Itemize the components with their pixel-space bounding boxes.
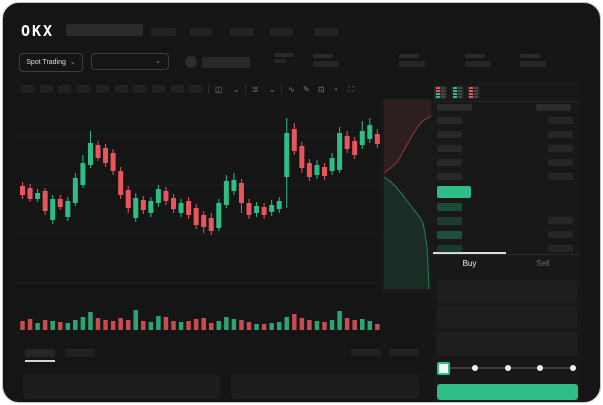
ask-amount-bar — [548, 117, 573, 124]
ask-row[interactable] — [433, 131, 580, 139]
candlestick-chart[interactable] — [15, 108, 381, 338]
timeframe-button[interactable] — [39, 85, 53, 93]
last-price-highlight[interactable] — [437, 186, 471, 198]
ask-amount-bar — [548, 131, 573, 138]
timeframe-button[interactable] — [58, 85, 72, 93]
market-type-label: Spot Trading — [26, 59, 66, 66]
amount-slider-handle[interactable] — [437, 362, 450, 375]
timeframe-button[interactable] — [170, 85, 184, 93]
fullscreen-icon[interactable]: ⛶ — [348, 85, 354, 94]
bottom-tab[interactable] — [65, 349, 95, 357]
ask-amount-bar — [548, 173, 573, 180]
screenshot-icon[interactable]: ⊡ — [318, 85, 325, 94]
chart-style-icon[interactable]: ◫ — [215, 85, 223, 94]
active-tab-indicator — [433, 252, 506, 254]
ticker-stat-value — [520, 61, 546, 67]
line-tool-icon[interactable]: ∿ — [288, 85, 295, 94]
ask-row[interactable] — [433, 145, 580, 153]
bottom-panel-right — [231, 374, 419, 399]
ticker-stat-value — [313, 61, 339, 67]
tabs-divider — [433, 254, 580, 255]
bid-row[interactable] — [433, 203, 580, 211]
panel-divider — [433, 101, 580, 102]
book-asks-only-icon[interactable] — [467, 86, 480, 99]
ask-price-bar — [437, 159, 462, 166]
last-price-placeholder — [202, 57, 250, 68]
slider-stop-dot[interactable] — [570, 365, 576, 371]
slider-stop-dot[interactable] — [537, 365, 544, 371]
bid-price-bar — [437, 217, 462, 225]
bid-price-bar — [437, 245, 462, 253]
ask-amount-bar — [548, 145, 573, 152]
bid-row[interactable] — [433, 231, 580, 239]
ask-price-bar — [437, 145, 462, 152]
price-sub-line — [274, 53, 294, 57]
history-clock-icon[interactable]: ◔ — [333, 85, 338, 94]
ticker-stat-label — [399, 54, 419, 58]
orderbook-col-header — [536, 104, 571, 111]
chart-footer-control[interactable] — [389, 349, 419, 356]
bid-price-bar — [437, 203, 462, 211]
timeframe-button[interactable] — [21, 85, 34, 93]
nav-item[interactable] — [314, 28, 338, 36]
chevron-down-icon[interactable]: ⌄ — [233, 85, 240, 94]
bid-amount-bar — [548, 245, 573, 252]
tab-sell[interactable]: Sell — [536, 259, 550, 268]
timeframe-button[interactable] — [133, 85, 147, 93]
ask-amount-bar — [548, 159, 573, 166]
bottom-tab-active[interactable] — [25, 349, 55, 357]
pair-dropdown[interactable]: ⌄ — [91, 53, 169, 70]
search-input[interactable] — [66, 24, 143, 36]
ask-row[interactable] — [433, 173, 580, 181]
ask-price-bar — [437, 131, 462, 138]
ask-row[interactable] — [433, 117, 580, 125]
ticker-stat-label — [465, 54, 485, 58]
nav-item[interactable] — [270, 28, 293, 36]
bottom-tab-underline — [25, 360, 55, 362]
order-price-field[interactable] — [437, 280, 577, 303]
order-total-field[interactable] — [437, 332, 577, 356]
price-sub-line — [274, 59, 286, 63]
nav-item[interactable] — [230, 28, 254, 36]
slider-stop-dot[interactable] — [471, 365, 478, 371]
chevron-down-icon[interactable]: ⌄ — [269, 85, 276, 94]
market-type-selector[interactable]: Spot Trading ⌄ — [19, 53, 83, 72]
buy-submit-button[interactable] — [437, 384, 578, 400]
ask-price-bar — [437, 173, 462, 180]
chevron-down-icon: ⌄ — [155, 58, 161, 65]
timeframe-button[interactable] — [151, 85, 165, 93]
timeframe-button[interactable] — [189, 85, 203, 93]
ticker-stat-label — [520, 54, 540, 58]
ask-price-bar — [437, 117, 462, 124]
tab-buy[interactable]: Buy — [462, 259, 477, 268]
timeframe-button[interactable] — [114, 85, 128, 93]
slider-stop-dot[interactable] — [504, 365, 511, 371]
book-bids-only-icon[interactable] — [451, 86, 464, 99]
indicators-icon[interactable]: ≣ — [252, 85, 259, 94]
ticker-stat-value — [399, 61, 425, 67]
bid-row[interactable] — [433, 245, 580, 253]
okx-logo[interactable]: OKX — [21, 22, 55, 40]
draw-pencil-icon[interactable]: ✎ — [303, 85, 310, 94]
orderbook-col-header — [437, 104, 472, 111]
depth-chart — [381, 98, 433, 293]
ask-row[interactable] — [433, 159, 580, 167]
bottom-panel-left — [23, 374, 220, 399]
bid-price-bar — [437, 231, 462, 239]
pair-avatar[interactable] — [185, 56, 197, 68]
bid-amount-bar — [548, 231, 573, 238]
nav-item[interactable] — [190, 28, 212, 36]
timeframe-button[interactable] — [77, 85, 91, 93]
book-combined-icon[interactable] — [434, 86, 447, 99]
ticker-stat-value — [465, 61, 491, 67]
bid-amount-bar — [548, 217, 573, 224]
chevron-down-icon: ⌄ — [69, 59, 76, 66]
order-amount-field[interactable] — [437, 306, 577, 329]
ticker-stat-label — [313, 54, 333, 58]
nav-item[interactable] — [151, 28, 176, 36]
timeframe-button[interactable] — [95, 85, 109, 93]
chart-footer-control[interactable] — [351, 349, 381, 356]
bid-row[interactable] — [433, 217, 580, 225]
